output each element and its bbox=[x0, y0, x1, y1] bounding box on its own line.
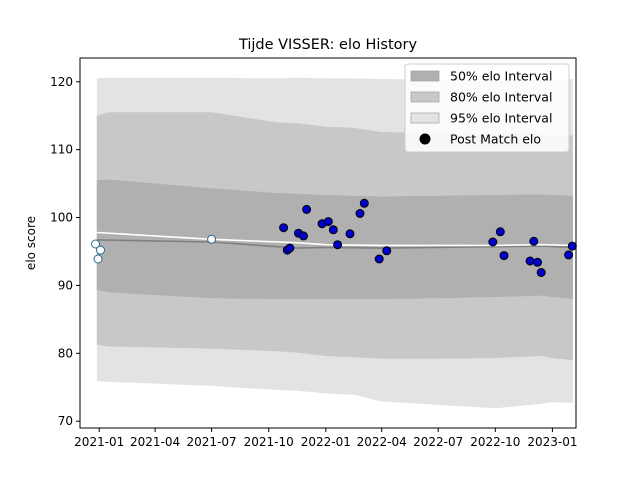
x-tick-label-5: 2022-01 bbox=[301, 435, 351, 449]
elo-point-15 bbox=[345, 229, 355, 239]
elo-point-7 bbox=[285, 243, 295, 253]
elo-point-28 bbox=[567, 241, 577, 251]
legend-swatch-2 bbox=[410, 91, 440, 103]
elo-point-19 bbox=[382, 246, 392, 256]
elo-point-1 bbox=[91, 239, 100, 249]
elo-point-26 bbox=[536, 268, 546, 277]
y-tick-label-2: 80 bbox=[58, 346, 73, 360]
elo-point-20 bbox=[488, 237, 498, 247]
x-tick-label-8: 2022-10 bbox=[470, 435, 520, 449]
band-3 bbox=[96, 179, 573, 299]
elo-point-5 bbox=[279, 223, 289, 233]
x-tick-label-1: 2021-01 bbox=[74, 435, 124, 449]
elo-point-10 bbox=[302, 204, 312, 214]
y-axis-title: elo score bbox=[24, 216, 38, 270]
x-tick-label-6: 2022-04 bbox=[357, 435, 407, 449]
x-tick-label-7: 2022-07 bbox=[413, 435, 463, 449]
elo-point-21 bbox=[495, 227, 505, 237]
legend-label-1: 50% elo Interval bbox=[450, 69, 552, 84]
x-tick-label-2: 2021-04 bbox=[130, 435, 180, 449]
elo-point-24 bbox=[529, 236, 539, 246]
elo-point-3 bbox=[96, 245, 105, 255]
elo-point-23 bbox=[525, 256, 535, 266]
legend-label-2: 80% elo Interval bbox=[450, 90, 552, 105]
y-tick-label-4: 100 bbox=[50, 211, 73, 225]
legend-marker-post-match-elo bbox=[419, 133, 431, 145]
y-tick-label-6: 120 bbox=[50, 75, 73, 89]
legend-label-3: 95% elo Interval bbox=[450, 111, 552, 126]
legend-label-4: Post Match elo bbox=[450, 132, 541, 147]
elo-point-12 bbox=[323, 217, 333, 227]
elo-point-25 bbox=[533, 257, 542, 267]
series-line-1 bbox=[96, 239, 573, 249]
elo-point-22 bbox=[499, 251, 509, 261]
elo-point-17 bbox=[359, 198, 369, 208]
legend-swatch-3 bbox=[410, 112, 440, 124]
y-tick-label-5: 110 bbox=[50, 143, 73, 157]
x-tick-label-4: 2021-10 bbox=[244, 435, 294, 449]
legend: 50% elo Interval 80% elo Interval 95% elo … bbox=[404, 63, 570, 153]
y-tick-label-1: 70 bbox=[58, 414, 73, 428]
chart-title: Tijde VISSER: elo History bbox=[238, 37, 418, 53]
elo-point-9 bbox=[299, 231, 308, 241]
axes: 2021-01 2021-04 2021-07 2021-10 2022-01 2022-… bbox=[50, 75, 577, 449]
elo-point-16 bbox=[355, 209, 365, 218]
x-tick-label-9: 2023-01 bbox=[527, 435, 577, 449]
legend-swatch-1 bbox=[410, 70, 440, 82]
elo-point-27 bbox=[564, 250, 574, 260]
x-tick-label-3: 2021-07 bbox=[187, 435, 237, 449]
y-tick-label-3: 90 bbox=[58, 278, 73, 292]
elo-point-13 bbox=[328, 225, 338, 235]
elo-point-2 bbox=[93, 254, 103, 264]
elo-point-14 bbox=[333, 240, 343, 250]
elo-point-4 bbox=[207, 234, 217, 244]
elo-point-18 bbox=[374, 254, 384, 264]
axes-frame bbox=[79, 57, 577, 429]
plot-area bbox=[91, 77, 577, 409]
legend-box bbox=[404, 63, 570, 153]
